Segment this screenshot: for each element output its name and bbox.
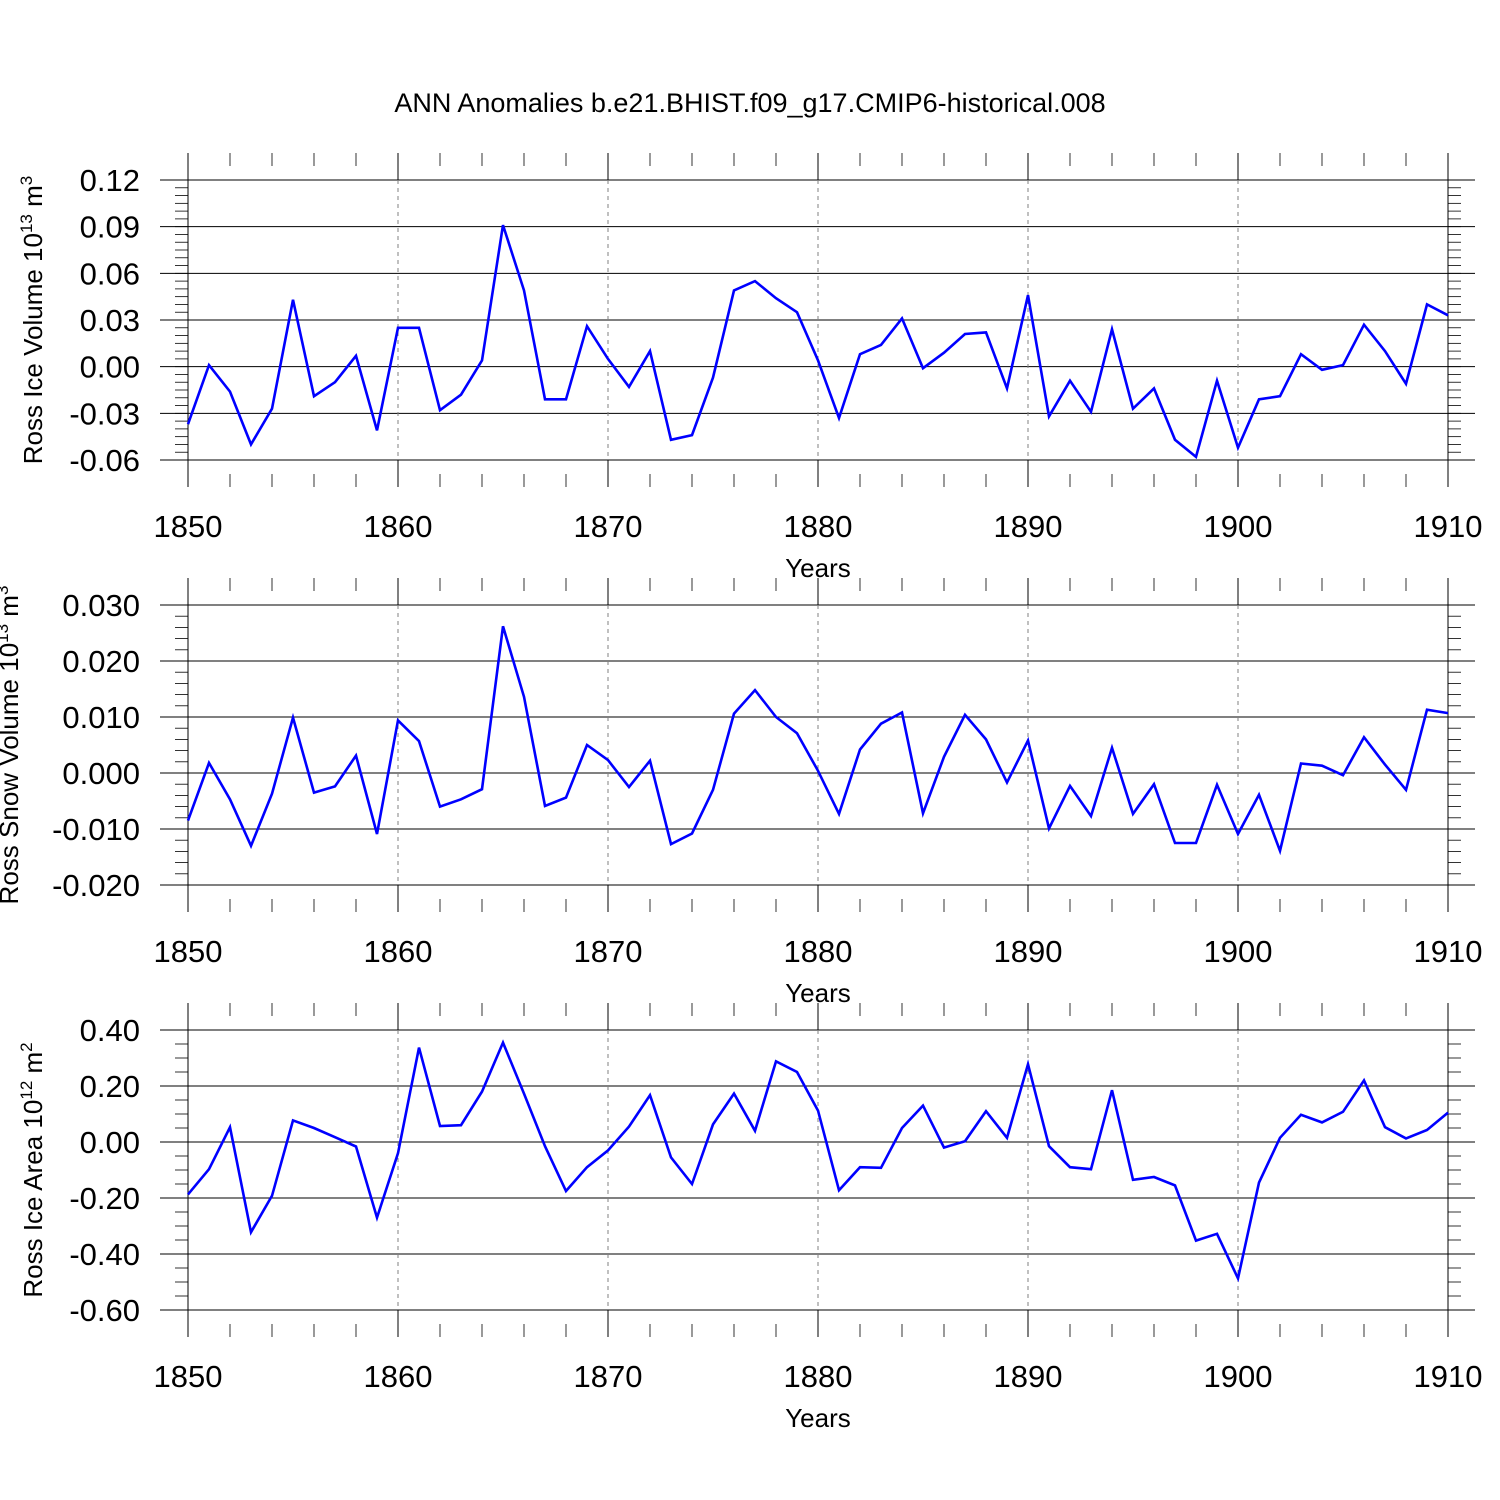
y-tick-label: -0.010 <box>52 812 140 847</box>
x-tick-label: 1910 <box>1414 1359 1483 1394</box>
x-tick-label: 1870 <box>574 1359 643 1394</box>
y-tick-label: 0.20 <box>80 1069 140 1104</box>
x-tick-label: 1900 <box>1204 1359 1273 1394</box>
y-tick-label: 0.12 <box>80 163 140 198</box>
x-tick-label: 1900 <box>1204 934 1273 969</box>
x-tick-label: 1880 <box>784 509 853 544</box>
x-tick-label: 1850 <box>154 934 223 969</box>
x-tick-label: 1880 <box>784 1359 853 1394</box>
y-tick-label: 0.09 <box>80 210 140 245</box>
x-tick-label: 1890 <box>994 934 1063 969</box>
y-tick-label: 0.030 <box>62 588 140 623</box>
page-title: ANN Anomalies b.e21.BHIST.f09_g17.CMIP6-… <box>394 88 1106 118</box>
x-tick-label: 1880 <box>784 934 853 969</box>
y-tick-label: 0.03 <box>80 303 140 338</box>
x-tick-label: 1850 <box>154 509 223 544</box>
y-tick-label: -0.06 <box>69 443 140 478</box>
y-tick-label: 0.40 <box>80 1013 140 1048</box>
y-tick-label: 0.020 <box>62 644 140 679</box>
x-tick-label: 1890 <box>994 1359 1063 1394</box>
x-tick-label: 1890 <box>994 509 1063 544</box>
series-line <box>187 1039 1449 1283</box>
series-line <box>186 625 1449 856</box>
x-tick-label: 1860 <box>364 1359 433 1394</box>
x-tick-label: 1860 <box>364 509 433 544</box>
y-tick-label: -0.03 <box>69 396 140 431</box>
x-axis-title: Years <box>785 1403 851 1433</box>
x-tick-label: 1910 <box>1414 934 1483 969</box>
series-line <box>186 224 1449 460</box>
x-tick-label: 1900 <box>1204 509 1273 544</box>
y-tick-label: 0.010 <box>62 700 140 735</box>
x-tick-label: 1910 <box>1414 509 1483 544</box>
x-tick-label: 1870 <box>574 934 643 969</box>
y-tick-label: -0.20 <box>69 1181 140 1216</box>
x-tick-label: 1870 <box>574 509 643 544</box>
y-axis-title: Ross Ice Area 1012 m2 <box>17 1042 48 1297</box>
y-tick-label: -0.020 <box>52 868 140 903</box>
y-tick-label: 0.00 <box>80 1125 140 1160</box>
y-tick-label: 0.000 <box>62 756 140 791</box>
y-axis-title: Ross Snow Volume 1013 m3 <box>0 586 24 905</box>
y-tick-label: -0.60 <box>69 1293 140 1328</box>
x-tick-label: 1860 <box>364 934 433 969</box>
y-tick-label: 0.00 <box>80 350 140 385</box>
y-tick-label: 0.06 <box>80 256 140 291</box>
y-axis-title: Ross Ice Volume 1013 m3 <box>17 176 48 465</box>
x-tick-label: 1850 <box>154 1359 223 1394</box>
y-tick-label: -0.40 <box>69 1237 140 1272</box>
